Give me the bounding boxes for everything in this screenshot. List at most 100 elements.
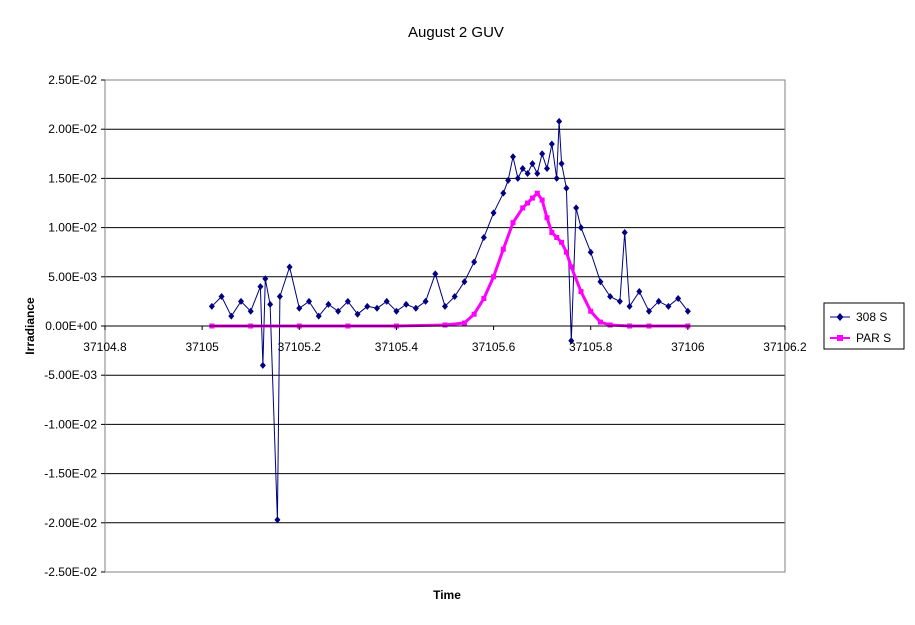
y-tick-label: 1.00E-02 [48, 221, 97, 235]
point-pars [539, 197, 545, 203]
point-308s [539, 150, 546, 158]
point-308s [568, 337, 575, 345]
y-tick-label: -2.50E-02 [44, 565, 97, 579]
point-308s [218, 292, 225, 300]
series-line-308s [211, 120, 689, 521]
point-pars [549, 230, 555, 236]
point-308s [259, 361, 266, 369]
point-308s [490, 209, 497, 217]
point-308s [505, 176, 512, 184]
x-tick-label: 37106 [671, 340, 705, 354]
point-308s [374, 304, 380, 312]
point-308s [471, 258, 478, 266]
point-308s [578, 224, 584, 232]
y-tick-label: 1.50E-02 [48, 171, 97, 185]
point-308s [286, 263, 293, 271]
point-pars [529, 195, 535, 201]
point-308s [626, 302, 633, 310]
point-pars [554, 234, 560, 240]
point-308s [296, 304, 303, 312]
point-308s [510, 153, 516, 161]
point-308s [636, 288, 643, 296]
point-pars [442, 322, 448, 328]
legend-marker-308s [836, 313, 844, 321]
point-308s [228, 312, 235, 320]
point-308s [257, 283, 264, 291]
point-308s [529, 160, 536, 168]
point-308s [393, 307, 400, 315]
point-308s [587, 248, 594, 256]
y-tick-label: 5.00E-03 [48, 270, 97, 284]
x-tick-label: 37106.2 [763, 340, 807, 354]
point-308s [675, 294, 682, 302]
point-308s [684, 307, 691, 315]
point-308s [519, 165, 526, 173]
point-308s [563, 184, 570, 192]
x-tick-label: 37105 [185, 340, 219, 354]
point-308s [262, 275, 269, 283]
point-308s [364, 302, 371, 310]
x-tick-label: 37104.8 [83, 340, 127, 354]
point-308s [403, 300, 410, 308]
point-308s [534, 169, 541, 177]
y-tick-label: 2.50E-02 [48, 73, 97, 87]
point-308s [422, 297, 429, 305]
x-tick-label: 37105.6 [472, 340, 516, 354]
point-308s [500, 189, 507, 197]
point-308s [315, 312, 322, 320]
point-308s [335, 307, 342, 315]
point-308s [665, 302, 672, 310]
y-tick-label: -1.00E-02 [44, 417, 97, 431]
x-tick-label: 37105.4 [375, 340, 419, 354]
legend-marker-pars [837, 335, 843, 341]
point-308s [548, 140, 555, 148]
point-308s [553, 174, 560, 182]
point-308s [306, 297, 312, 305]
point-308s [607, 292, 614, 300]
point-308s [616, 297, 623, 305]
legend: 308 S PAR S [823, 302, 905, 350]
point-pars [471, 311, 477, 317]
point-pars [510, 220, 516, 226]
point-308s [655, 297, 662, 305]
point-308s [274, 516, 281, 524]
point-308s [480, 233, 487, 241]
tick-labels: 2.50E-02 2.00E-02 1.50E-02 1.00E-02 5.00E-03… [44, 73, 807, 579]
point-308s [442, 302, 448, 310]
point-pars [461, 320, 467, 326]
point-308s [412, 304, 419, 312]
point-308s [383, 297, 390, 305]
point-pars [491, 274, 497, 280]
point-308s [544, 165, 550, 173]
y-tick-label: -2.00E-02 [44, 516, 97, 530]
point-pars [588, 308, 594, 314]
point-308s [524, 169, 531, 177]
point-pars [500, 246, 506, 252]
legend-box [823, 302, 905, 350]
y-tick-label: 0.00E+00 [45, 319, 97, 333]
x-tick-label: 37105.8 [569, 340, 613, 354]
x-tick-label: 37105.2 [278, 340, 322, 354]
point-pars [544, 215, 550, 221]
point-308s [238, 297, 244, 305]
x-axis-label: Time [433, 588, 461, 602]
point-308s [573, 204, 580, 212]
legend-label-308s: 308 S [856, 310, 887, 324]
point-308s [344, 297, 351, 305]
point-308s [514, 174, 521, 182]
chart-title: August 2 GUV [408, 24, 504, 41]
point-308s [597, 278, 604, 286]
point-pars [559, 239, 565, 245]
point-308s [267, 300, 274, 308]
point-308s [432, 270, 439, 278]
point-pars [568, 264, 574, 270]
y-tick-label: 2.00E-02 [48, 122, 97, 136]
point-pars [607, 322, 613, 328]
series-line-pars [211, 191, 688, 328]
point-308s [621, 229, 628, 237]
point-pars [597, 319, 603, 325]
point-pars [520, 205, 526, 211]
point-pars [525, 200, 531, 206]
point-pars [578, 289, 584, 295]
